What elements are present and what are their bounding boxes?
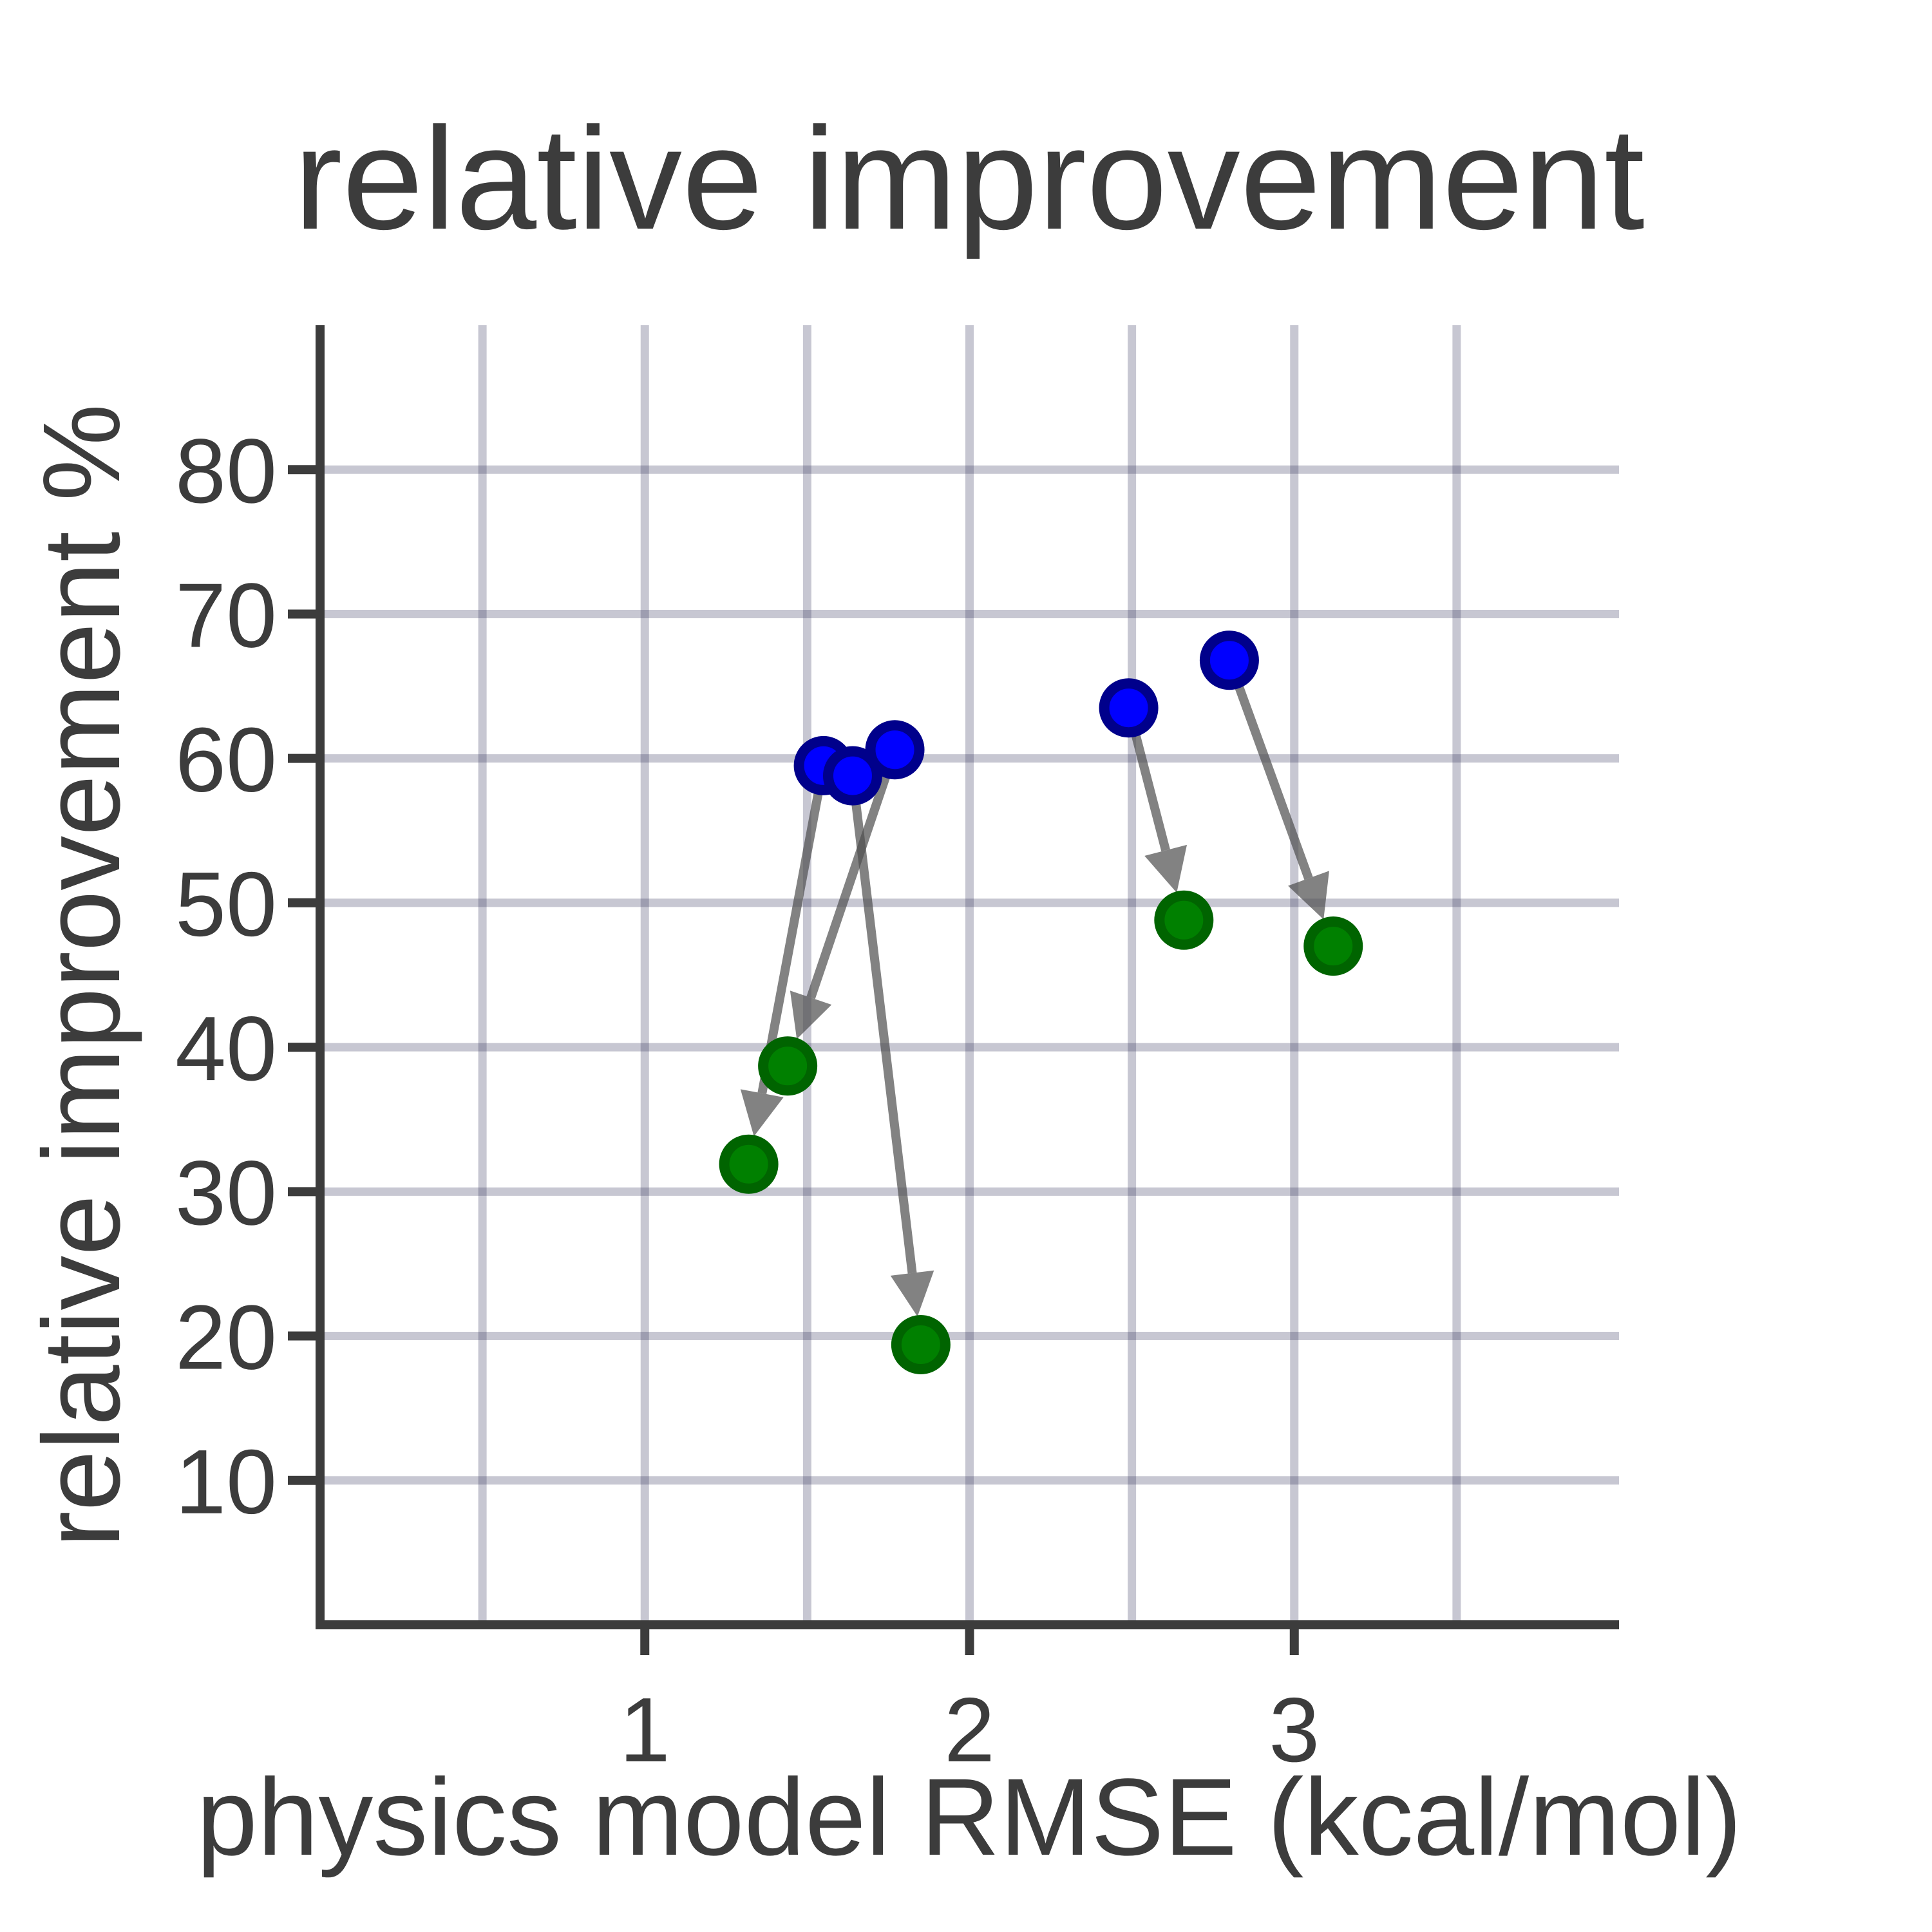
end-point	[719, 1134, 779, 1194]
y-ticks: 10 20 30 40 50 60 70 80	[175, 420, 320, 1533]
y-tick-label: 60	[175, 709, 277, 811]
y-tick-label: 50	[175, 853, 277, 956]
start-point	[1099, 678, 1159, 738]
y-axis-label: relative improvement %	[21, 404, 143, 1548]
end-point	[1154, 890, 1214, 950]
y-tick-label: 80	[175, 420, 277, 522]
y-tick-label: 20	[175, 1287, 277, 1389]
grid	[320, 325, 1619, 1625]
x-tick-label: 1	[620, 1679, 670, 1781]
y-tick-label: 10	[175, 1431, 277, 1533]
end-point	[1303, 916, 1363, 976]
arrow	[790, 748, 900, 1039]
points	[719, 630, 1363, 1375]
x-tick-label: 3	[1269, 1679, 1320, 1781]
chart-title: relative improvement	[294, 97, 1645, 260]
y-tick-label: 40	[175, 998, 277, 1100]
x-axis-label: physics model RMSE (kcal/mol)	[196, 1756, 1741, 1879]
end-point	[891, 1315, 951, 1375]
y-tick-label: 70	[175, 564, 277, 667]
start-point	[865, 720, 925, 780]
start-point	[1199, 630, 1259, 690]
x-ticks: 1 2 3	[620, 1625, 1320, 1781]
start-point	[822, 746, 882, 806]
y-tick-label: 30	[175, 1142, 277, 1244]
arrow	[1225, 658, 1329, 920]
x-tick-label: 2	[944, 1679, 995, 1781]
end-point	[758, 1036, 818, 1096]
arrow	[740, 764, 828, 1137]
